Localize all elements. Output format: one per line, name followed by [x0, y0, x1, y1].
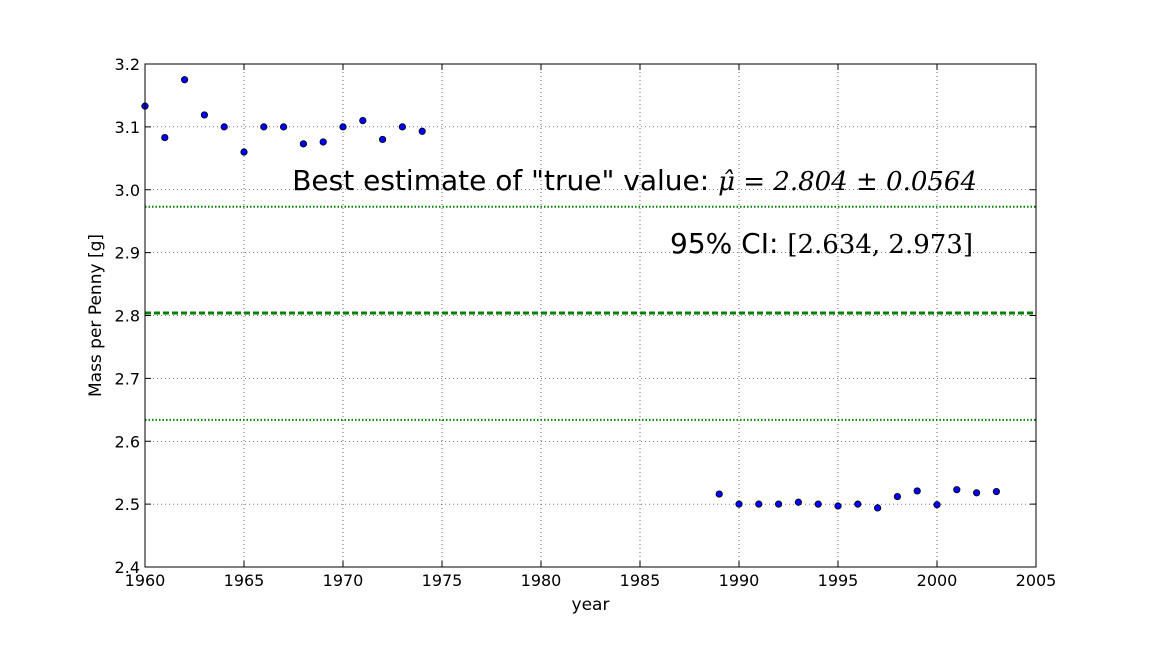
plot-frame: [144, 63, 1037, 568]
estimate-annotation: Best estimate of "true" value: μ̂ = 2.80…: [292, 164, 977, 197]
x-tick-label: 1990: [719, 571, 760, 590]
y-tick-label: 2.4: [115, 558, 140, 577]
y-tick-label: 2.5: [115, 495, 140, 514]
ci-annotation: 95% CI: [2.634, 2.973]: [670, 227, 973, 260]
x-tick-label: 1975: [422, 571, 463, 590]
x-tick-label: 1985: [620, 571, 661, 590]
y-tick-label: 3.0: [115, 181, 140, 200]
data-point: [794, 498, 803, 506]
data-point: [913, 487, 921, 495]
estimate-annotation-math: μ̂ = 2.804 ± 0.0564: [718, 167, 977, 197]
data-point: [774, 500, 783, 508]
data-point: [953, 486, 961, 494]
axis-ticks: 1960 1965 1970 1975 1980 1985 1990 1995 2000 2005…: [115, 55, 1057, 590]
y-tick-label: 3.2: [115, 55, 140, 74]
x-axis-label: year: [572, 595, 610, 615]
x-tick-label: 1995: [818, 571, 859, 590]
data-point: [260, 123, 268, 131]
data-point: [378, 135, 387, 144]
x-tick-label: 1970: [323, 571, 364, 590]
data-point: [240, 148, 248, 156]
data-point: [893, 492, 902, 501]
grid: [144, 63, 1037, 568]
data-point: [299, 140, 307, 148]
x-tick-label: 2000: [917, 571, 958, 590]
data-point: [814, 500, 822, 508]
ci-annotation-text: 95% CI:: [670, 227, 787, 260]
data-point: [834, 502, 842, 510]
estimate-annotation-text: Best estimate of "true" value:: [292, 164, 718, 197]
data-point: [418, 127, 426, 135]
data-point: [854, 500, 862, 508]
data-point: [933, 501, 941, 509]
data-point: [715, 490, 723, 498]
data-point: [755, 500, 763, 508]
data-point: [735, 500, 743, 508]
y-tick-label: 2.6: [115, 432, 140, 451]
data-point: [200, 111, 208, 119]
x-tick-label: 2005: [1016, 571, 1057, 590]
y-tick-label: 3.1: [115, 118, 140, 137]
ci-annotation-math: [2.634, 2.973]: [787, 230, 973, 260]
x-tick-label: 1960: [125, 571, 166, 590]
data-point: [181, 76, 189, 84]
data-point: [339, 123, 347, 131]
data-point: [992, 487, 1001, 496]
data-point: [279, 123, 288, 131]
x-tick-label: 1965: [224, 571, 265, 590]
y-tick-label: 2.9: [115, 244, 140, 263]
x-tick-label: 1980: [521, 571, 562, 590]
data-point: [161, 133, 169, 142]
reference-lines: [145, 205, 1036, 421]
data-point: [398, 123, 406, 131]
y-tick-label: 2.8: [115, 307, 140, 326]
y-tick-label: 2.7: [115, 369, 140, 388]
data-point: [319, 138, 327, 146]
data-point: [873, 504, 882, 512]
data-points: [141, 76, 1001, 512]
y-axis-label: Mass per Penny [g]: [86, 234, 106, 397]
data-point: [220, 123, 228, 131]
data-point: [359, 116, 367, 125]
data-point: [972, 489, 981, 497]
